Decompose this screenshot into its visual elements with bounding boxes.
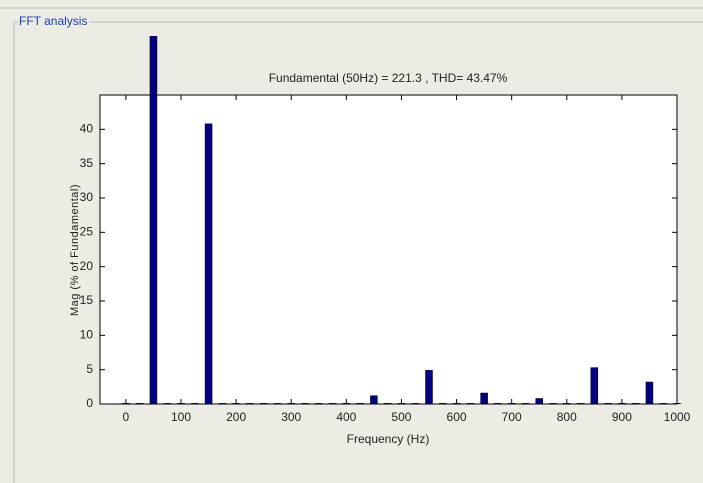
y-tick-label: 35 — [80, 156, 94, 170]
x-tick-label: 900 — [612, 410, 632, 424]
y-tick-label: 10 — [80, 328, 94, 342]
bar — [466, 403, 475, 404]
bar — [549, 403, 557, 404]
bar — [659, 403, 667, 404]
y-tick-label: 40 — [80, 122, 94, 136]
x-tick-label: 300 — [281, 410, 301, 424]
chart-title: Fundamental (50Hz) = 221.3 , THD= 43.47% — [269, 71, 508, 85]
bar — [149, 36, 158, 404]
bar — [535, 398, 543, 404]
bar — [135, 403, 144, 404]
bar — [645, 381, 654, 404]
panel-label: FFT analysis — [19, 14, 87, 28]
bar — [328, 403, 337, 404]
axes — [99, 94, 678, 405]
x-axis-label: Frequency (Hz) — [347, 432, 430, 446]
y-axis-label: Mag (% of Fundamental) — [69, 184, 81, 316]
bar — [480, 392, 488, 404]
x-tick-label: 400 — [336, 410, 356, 424]
bar — [631, 403, 640, 404]
bar — [191, 403, 199, 404]
y-tick-label: 25 — [80, 225, 94, 239]
bars — [122, 36, 681, 404]
bar — [218, 403, 227, 404]
x-tick-label: 800 — [557, 410, 577, 424]
x-tick-label: 700 — [502, 410, 522, 424]
bar — [356, 403, 364, 404]
bar — [411, 403, 419, 404]
x-tick-label: 0 — [123, 410, 130, 424]
bar — [439, 403, 447, 404]
bar — [604, 403, 612, 404]
bar — [370, 395, 378, 404]
bar — [494, 403, 502, 404]
bar — [301, 403, 309, 404]
bar — [576, 403, 585, 404]
bar — [383, 403, 392, 404]
x-tick-label: 1000 — [664, 410, 691, 424]
x-tick-label: 200 — [226, 410, 246, 424]
bar — [273, 403, 282, 404]
y-tick-label: 0 — [86, 396, 93, 410]
x-tick-label: 600 — [447, 410, 467, 424]
x-tick-label: 500 — [391, 410, 411, 424]
bar — [425, 370, 433, 404]
bar — [163, 403, 171, 404]
bar — [521, 403, 530, 404]
y-tick-label: 30 — [80, 190, 94, 204]
bar — [590, 367, 599, 404]
y-tick-label: 5 — [86, 362, 93, 376]
bar — [246, 403, 254, 404]
bar — [315, 403, 323, 404]
bar — [204, 123, 213, 404]
bar — [259, 403, 268, 404]
y-tick-label: 20 — [80, 259, 94, 273]
x-tick-label: 100 — [171, 410, 191, 424]
y-tick-label: 15 — [80, 293, 94, 307]
